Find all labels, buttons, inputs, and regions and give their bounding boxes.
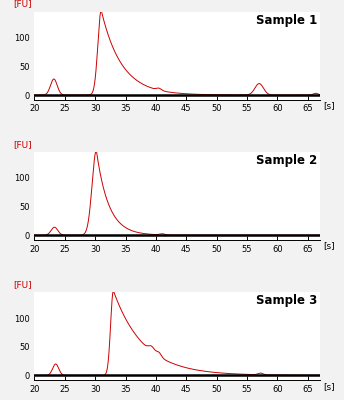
Text: [FU]: [FU] [13,280,32,289]
Text: [s]: [s] [323,242,334,250]
Text: Sample 1: Sample 1 [256,14,317,27]
Text: [FU]: [FU] [13,140,32,149]
Text: [s]: [s] [323,101,334,110]
Text: Sample 2: Sample 2 [256,154,317,167]
Text: [FU]: [FU] [13,0,32,8]
Text: Sample 3: Sample 3 [256,294,317,307]
Text: [s]: [s] [323,382,334,391]
